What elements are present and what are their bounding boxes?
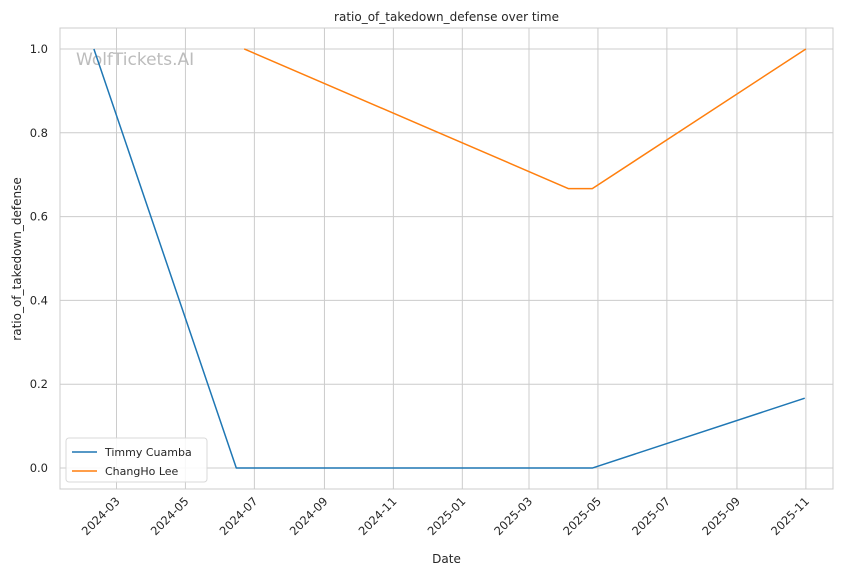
y-tick-label: 0.8 — [30, 126, 48, 140]
y-tick-label: 0.0 — [30, 461, 48, 475]
y-tick-label: 0.6 — [30, 210, 48, 224]
x-axis-label: Date — [432, 552, 461, 566]
series-layer — [93, 48, 807, 469]
legend-box — [65, 437, 208, 483]
y-tick-label: 0.4 — [30, 293, 48, 307]
y-axis-label: ratio_of_takedown_defense — [10, 177, 24, 340]
plot-area — [60, 28, 833, 489]
grid — [60, 28, 833, 489]
legend-label-changho-lee: ChangHo Lee — [105, 465, 179, 478]
plot-frame — [59, 27, 834, 490]
legend: Timmy Cuamba ChangHo Lee — [65, 437, 208, 483]
y-ticks: 0.0 0.2 0.4 0.6 0.8 1.0 — [30, 42, 48, 475]
legend-label-timmy-cuamba: Timmy Cuamba — [104, 446, 192, 459]
series-line-timmy-cuamba — [93, 48, 805, 469]
y-tick-label: 1.0 — [30, 42, 48, 56]
y-tick-label: 0.2 — [30, 377, 48, 391]
chart-title: ratio_of_takedown_defense over time — [334, 10, 559, 24]
series-line-changho-lee — [243, 48, 807, 190]
watermark: WolfTickets.AI — [76, 50, 194, 70]
